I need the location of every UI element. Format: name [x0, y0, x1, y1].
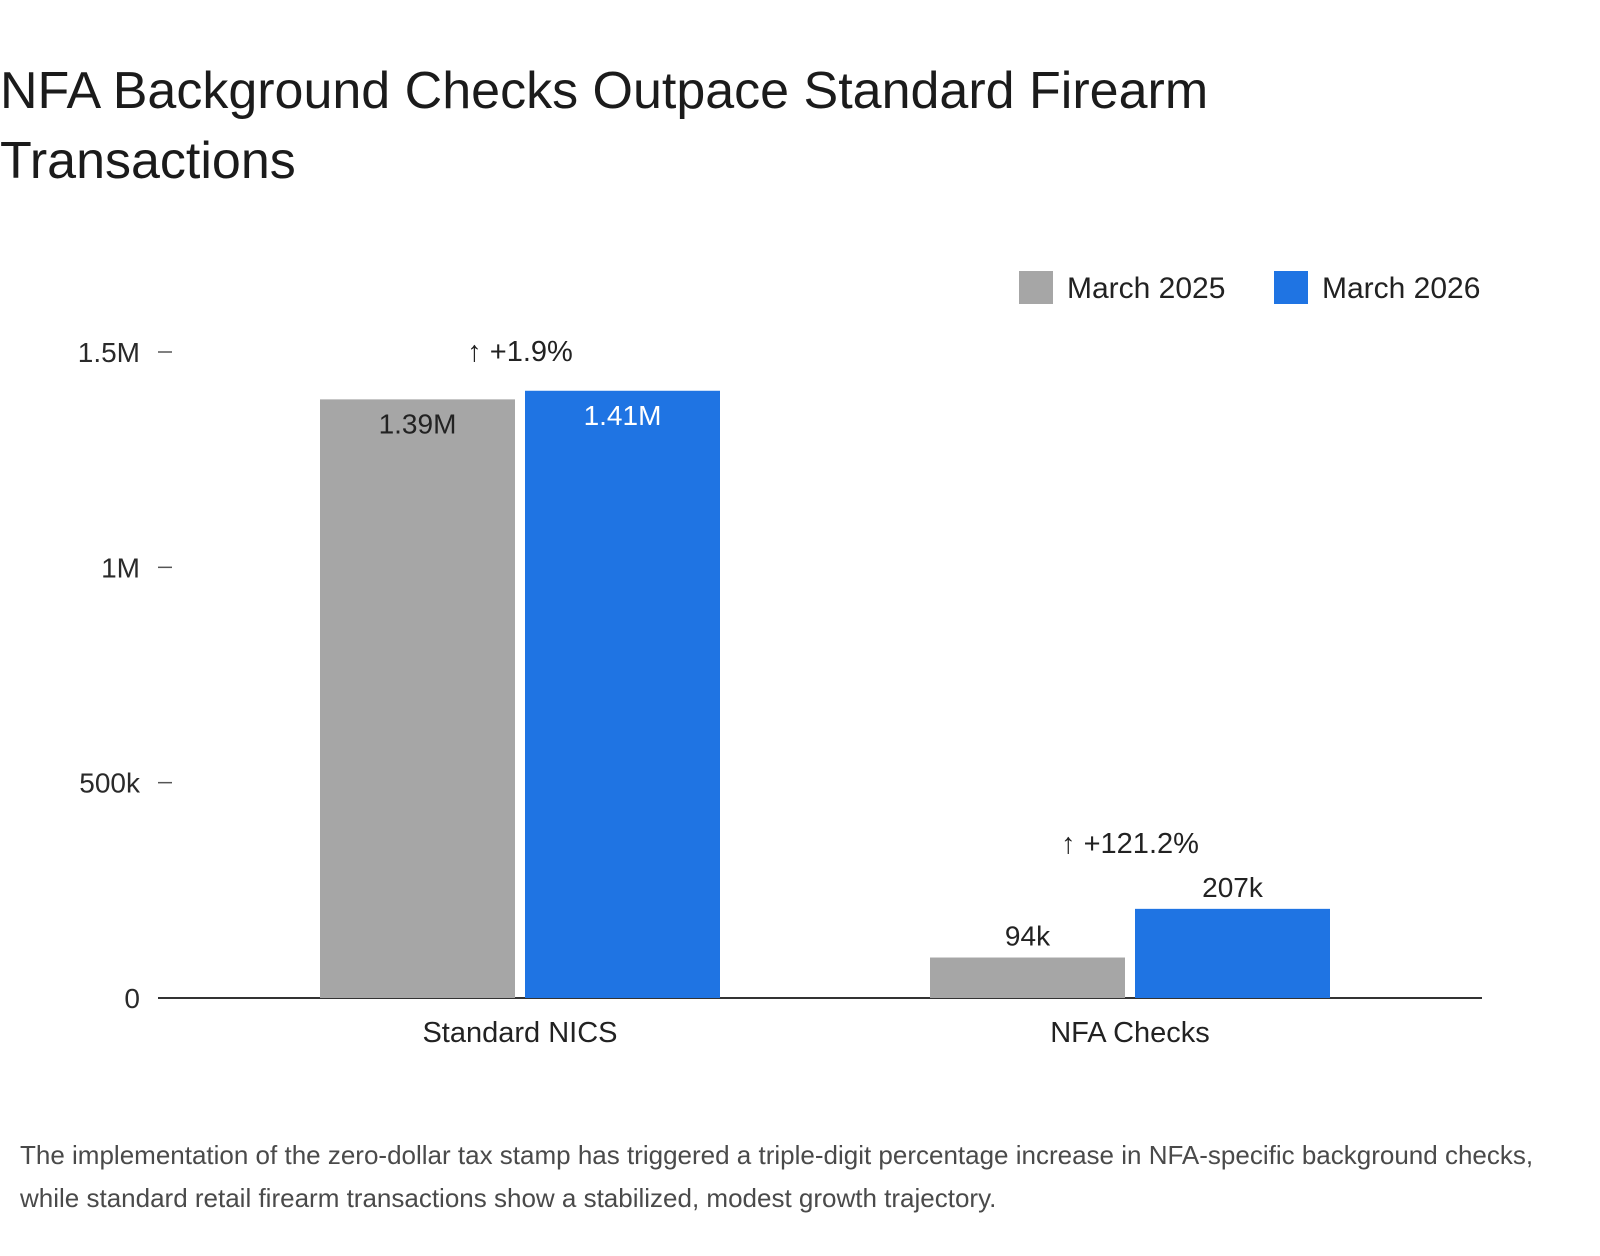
legend-label: March 2026 — [1322, 272, 1480, 305]
change-annotation: ↑ +121.2% — [1061, 828, 1199, 860]
legend-swatch — [1274, 271, 1308, 304]
x-tick-label: NFA Checks — [1050, 1017, 1210, 1049]
y-tick-label: 1.5M — [78, 337, 140, 368]
bar-march-2025 — [320, 399, 515, 999]
chart-caption: The implementation of the zero-dollar ta… — [20, 1140, 1534, 1213]
legend-label: March 2025 — [1067, 272, 1225, 305]
data-label: 207k — [1202, 872, 1264, 903]
y-tick-label: 1M — [101, 552, 140, 583]
data-label: 94k — [1005, 921, 1051, 952]
bar-march-2026 — [1135, 908, 1330, 998]
legend-swatch — [1019, 271, 1053, 304]
y-tick-label: 500k — [79, 768, 141, 799]
bar-march-2025 — [930, 957, 1125, 998]
chart-title: NFA Background Checks Outpace Standard F… — [0, 62, 1209, 190]
bar-march-2026 — [525, 390, 720, 998]
data-label: 1.41M — [584, 400, 662, 431]
y-tick-label: 0 — [124, 983, 140, 1014]
change-annotation: ↑ +1.9% — [467, 336, 573, 368]
x-tick-label: Standard NICS — [422, 1017, 617, 1049]
data-label: 1.39M — [379, 408, 457, 439]
